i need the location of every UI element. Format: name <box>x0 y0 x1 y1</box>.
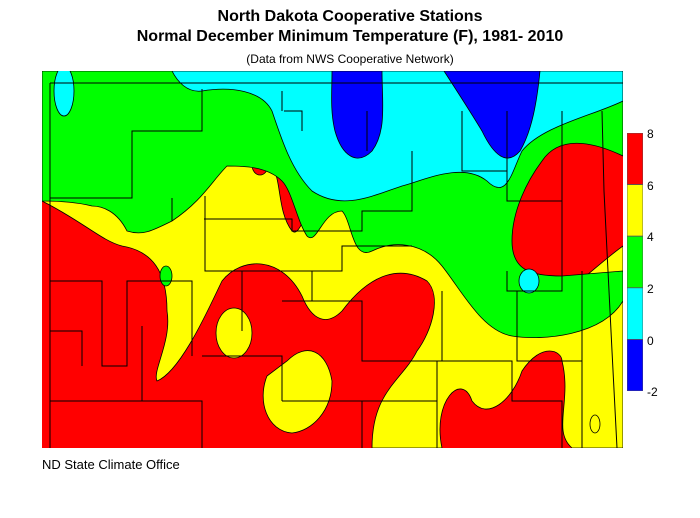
zone-4-6-island <box>215 307 253 359</box>
colorbar-bin-4-6 <box>627 184 643 237</box>
zone-neg2-0 <box>331 71 384 159</box>
chart-title-line2: Normal December Minimum Temperature (F),… <box>136 28 564 45</box>
chart-title-line1: North Dakota Cooperative Stations <box>217 8 483 25</box>
zone-4-6-island <box>589 414 601 434</box>
zone-neg2-0 <box>443 71 541 159</box>
zone-2-4-island <box>159 265 173 287</box>
source-credit: ND State Climate Office <box>42 457 180 472</box>
colorbar-tick-neg2: -2 <box>647 385 658 399</box>
colorbar-tick-8: 8 <box>647 127 654 141</box>
zone-4-6-island <box>262 350 333 434</box>
county-boundaries <box>49 82 623 448</box>
colorbar-tick-2: 2 <box>647 282 654 296</box>
zone-0-2-island <box>518 268 540 294</box>
colorbar-tick-6: 6 <box>647 179 654 193</box>
temperature-contour-map <box>42 71 623 448</box>
colorbar-bin-neg2-0 <box>627 338 643 391</box>
colorbar-bin-0-2 <box>627 287 643 340</box>
colorbar-bin-2-4 <box>627 235 643 289</box>
colorbar <box>627 133 643 391</box>
zone-0-2-island <box>53 71 75 117</box>
colorbar-tick-0: 0 <box>647 334 654 348</box>
colorbar-bin-6-8 <box>627 133 643 185</box>
colorbar-tick-4: 4 <box>647 230 654 244</box>
chart-subtitle: (Data from NWS Cooperative Network) <box>246 52 454 66</box>
